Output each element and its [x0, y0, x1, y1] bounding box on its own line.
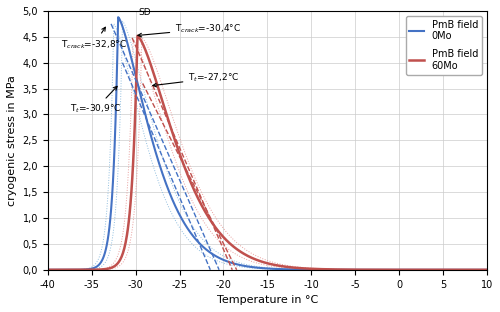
- Text: T$_{crack}$=-30,4°C: T$_{crack}$=-30,4°C: [138, 23, 242, 37]
- Text: T$_{crack}$=-32,8°C: T$_{crack}$=-32,8°C: [61, 27, 127, 51]
- Text: SD: SD: [138, 8, 151, 17]
- Text: T$_t$=-27,2°C: T$_t$=-27,2°C: [153, 72, 240, 87]
- Text: T$_t$=-30,9°C: T$_t$=-30,9°C: [70, 86, 122, 115]
- Legend: PmB field
0Mo, PmB field
60Mo: PmB field 0Mo, PmB field 60Mo: [406, 16, 482, 75]
- X-axis label: Temperature in °C: Temperature in °C: [217, 295, 318, 305]
- Y-axis label: cryogenic stress in MPa: cryogenic stress in MPa: [7, 75, 17, 206]
